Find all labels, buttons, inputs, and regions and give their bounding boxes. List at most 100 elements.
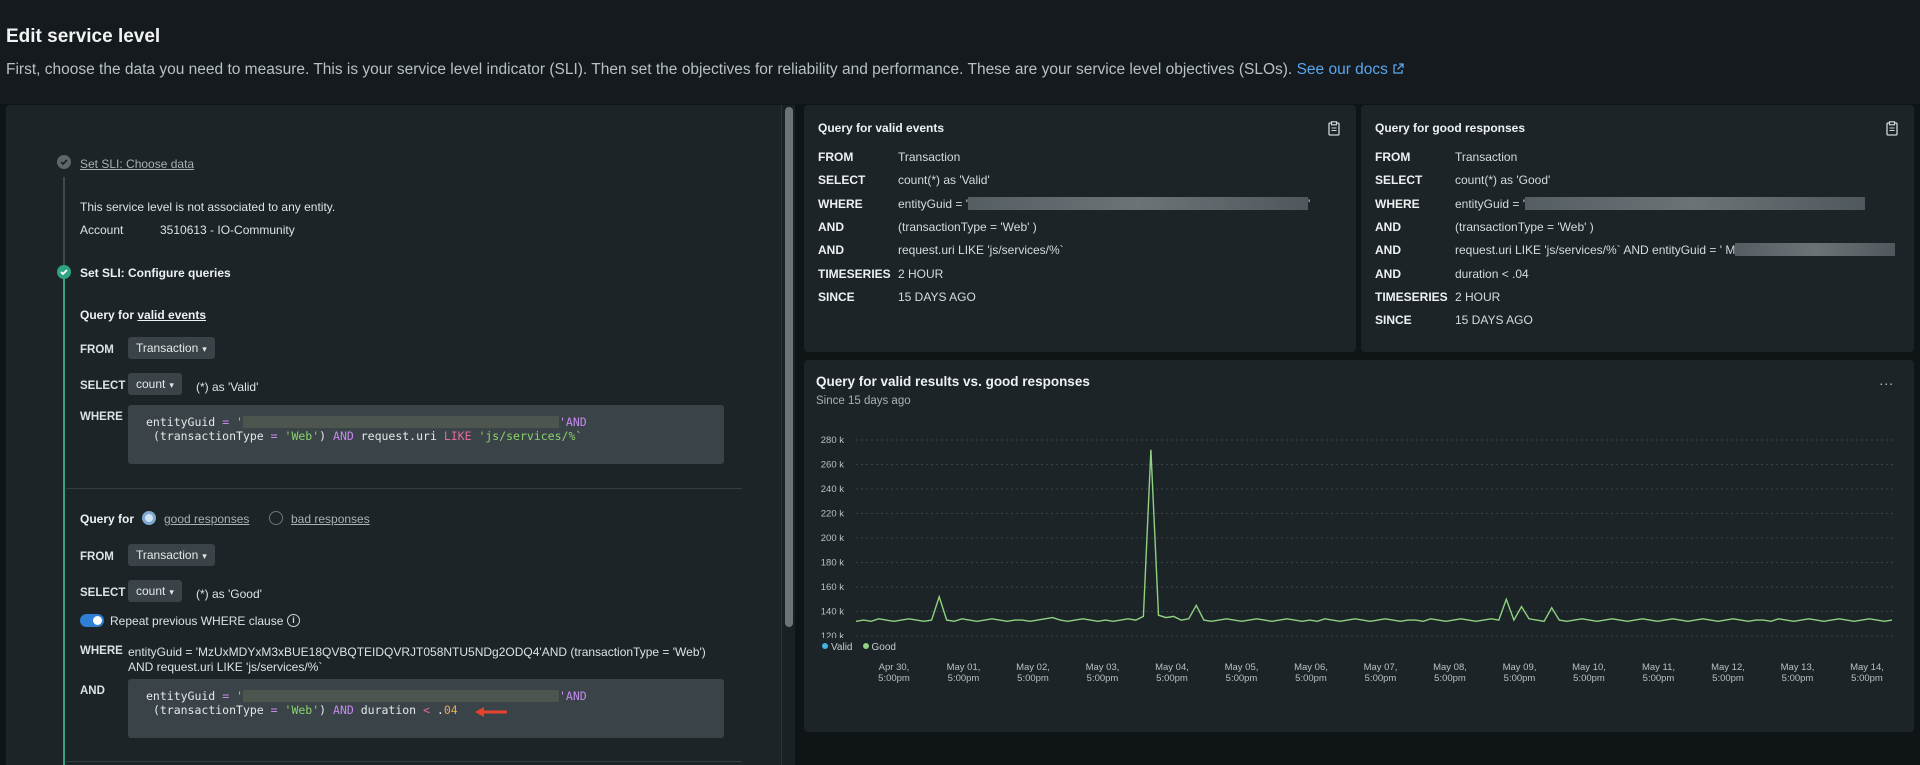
valid-where-editor[interactable]: entityGuid = ' 'AND (transactionType = 'W… <box>128 405 724 464</box>
good-responses-query-card: Query for good responses FROM Transaction… <box>1361 105 1914 352</box>
code-token: ' <box>236 415 243 429</box>
legend-item[interactable]: Valid <box>822 642 853 653</box>
y-tick-label: 260 k <box>821 460 844 471</box>
y-tick-label: 240 k <box>821 484 844 495</box>
code-token: 'AND <box>559 689 587 703</box>
bad-responses-radio[interactable] <box>269 511 283 525</box>
query-value: entityGuid = ' <box>1455 196 1865 211</box>
page-title: Edit service level <box>6 26 161 47</box>
step-configure-queries: Set SLI: Configure queries <box>80 266 231 280</box>
code-token: 'Web' <box>284 703 320 717</box>
code-token: duration <box>353 703 424 717</box>
valid-from-value: Transaction <box>136 341 199 355</box>
step-complete-icon <box>57 155 71 169</box>
query-value: request.uri LIKE 'js/services/%` AND ent… <box>1455 243 1896 257</box>
series-line-good[interactable] <box>855 449 1893 623</box>
page-description: First, choose the data you need to measu… <box>6 61 1404 79</box>
good-select-suffix: (*) as 'Good' <box>196 587 262 601</box>
redacted-value <box>1735 243 1896 257</box>
legend-item[interactable]: Good <box>862 642 896 653</box>
annotation-arrow-icon <box>475 707 507 717</box>
clipboard-icon[interactable] <box>1328 121 1340 136</box>
valid-from-label: FROM <box>80 344 114 356</box>
redacted-value <box>243 690 559 702</box>
good-and-label: AND <box>80 685 105 697</box>
query-value: count(*) as 'Good' <box>1455 173 1551 188</box>
y-tick-label: 180 k <box>821 558 844 569</box>
more-options-icon[interactable]: ... <box>1879 372 1894 388</box>
line-chart[interactable]: 280 k 260 k 240 k 220 k 200 k 180 k 160 k 140 k… <box>804 428 1914 638</box>
code-token: 04 <box>443 703 458 717</box>
good-from-value: Transaction <box>136 548 199 562</box>
query-value: Transaction <box>1455 150 1518 164</box>
query-keyword: SELECT <box>818 173 866 188</box>
good-responses-radio[interactable] <box>142 511 156 525</box>
x-tick-label: May 04, 5:00pm <box>1155 662 1189 684</box>
chevron-down-icon: ▾ <box>202 551 207 561</box>
query-keyword: SELECT <box>1375 173 1423 188</box>
docs-link-label: See our docs <box>1296 61 1388 78</box>
good-responses-heading: Query for <box>80 512 135 526</box>
code-token: < <box>423 703 430 717</box>
query-keyword: AND <box>818 243 844 258</box>
good-responses-label[interactable]: good responses <box>164 512 250 526</box>
description-text: First, choose the data you need to measu… <box>6 61 1293 78</box>
redacted-value <box>243 416 559 428</box>
external-link-icon <box>1393 63 1404 74</box>
chart-card: Query for valid results vs. good respons… <box>804 360 1914 732</box>
valid-select-dropdown[interactable]: count ▾ <box>128 373 182 395</box>
step-active-icon <box>57 265 71 279</box>
legend-label: Good <box>871 642 896 653</box>
redacted-value <box>1525 196 1865 210</box>
legend-dot-icon <box>862 643 869 649</box>
chevron-down-icon: ▾ <box>202 344 207 354</box>
chevron-down-icon: ▾ <box>169 380 174 390</box>
good-and-editor[interactable]: entityGuid = ' 'AND (transactionType = 'W… <box>128 679 724 738</box>
x-tick-label: May 08, 5:00pm <box>1433 662 1467 684</box>
good-where-label: WHERE <box>80 645 123 657</box>
redacted-value <box>968 196 1308 210</box>
query-value: count(*) as 'Valid' <box>898 173 990 188</box>
code-token: . <box>429 703 444 717</box>
code-token: 'AND <box>559 415 587 429</box>
code-token: entityGuid <box>146 415 216 429</box>
good-where-text-1: entityGuid = 'MzUxMDYxM3xBUE18QVBQTEIDQV… <box>128 645 706 659</box>
code-token: entityGuid <box>146 689 216 703</box>
repeat-where-toggle[interactable] <box>80 614 104 627</box>
query-keyword: SINCE <box>818 289 855 304</box>
x-tick-label: May 01, 5:00pm <box>946 662 981 684</box>
code-token: = <box>222 689 230 703</box>
query-value: (transactionType = 'Web' ) <box>1455 219 1594 234</box>
query-keyword: WHERE <box>1375 196 1420 211</box>
step-choose-data-link[interactable]: Set SLI: Choose data <box>80 157 195 171</box>
clipboard-icon[interactable] <box>1886 121 1898 136</box>
code-token: ' <box>236 689 243 703</box>
query-keyword: AND <box>1375 219 1401 234</box>
code-token: 'js/services/%` <box>471 429 583 443</box>
code-token: = <box>270 703 278 717</box>
query-keyword: SINCE <box>1375 313 1412 328</box>
docs-link[interactable]: See our docs <box>1297 61 1404 78</box>
good-from-dropdown[interactable]: Transaction ▾ <box>128 544 215 566</box>
info-icon[interactable]: i <box>287 614 300 627</box>
good-select-dropdown[interactable]: count ▾ <box>128 580 182 602</box>
valid-from-dropdown[interactable]: Transaction ▾ <box>128 337 215 359</box>
code-token: ) <box>319 429 334 443</box>
query-keyword: AND <box>818 219 844 234</box>
code-token: request.uri <box>353 429 444 443</box>
chart-legend: Valid Good <box>822 642 906 653</box>
valid-select-label: SELECT <box>80 380 126 392</box>
scroll-thumb[interactable] <box>785 107 793 627</box>
left-panel-scrollbar[interactable] <box>781 105 795 765</box>
section-divider <box>66 488 742 489</box>
y-tick-label: 140 k <box>821 607 844 618</box>
code-token: 'Web' <box>284 429 320 443</box>
query-value: 15 DAYS AGO <box>1455 313 1533 328</box>
bad-responses-label[interactable]: bad responses <box>291 512 370 526</box>
repeat-where-label: Repeat previous WHERE clause <box>110 614 284 628</box>
valid-events-query-card: Query for valid events FROM Transaction SE… <box>804 105 1356 352</box>
chart-title: Query for valid results vs. good respons… <box>816 374 1090 389</box>
step-progress-line-active <box>63 277 65 765</box>
x-tick-label: May 02, 5:00pm <box>1016 662 1050 684</box>
valid-where-label: WHERE <box>80 411 123 423</box>
